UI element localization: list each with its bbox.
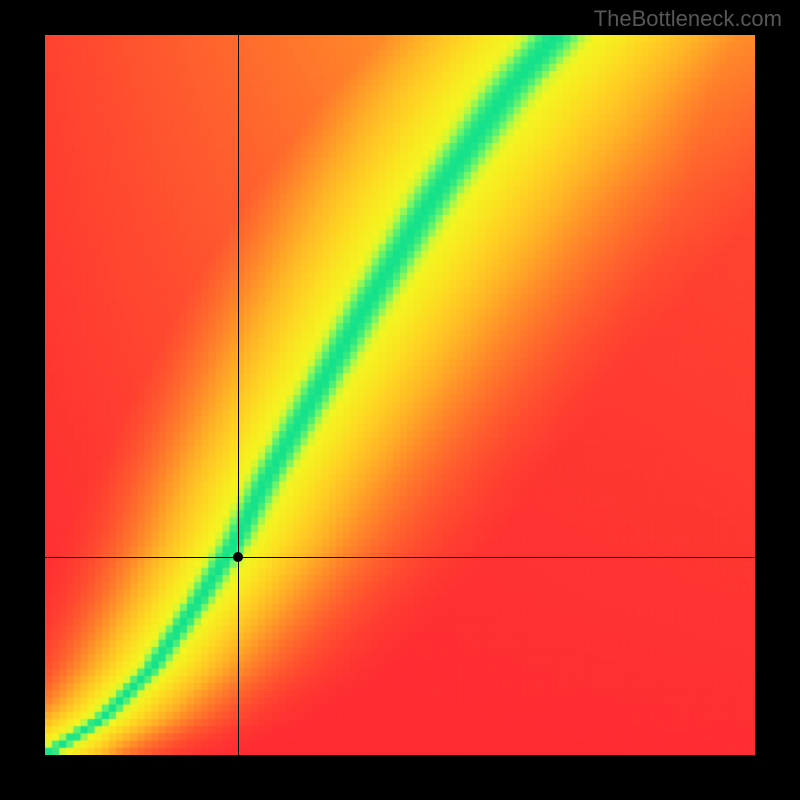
crosshair-vertical <box>238 35 239 755</box>
watermark-text: TheBottleneck.com <box>594 6 782 32</box>
crosshair-horizontal <box>45 557 755 558</box>
bottleneck-heatmap <box>45 35 755 755</box>
